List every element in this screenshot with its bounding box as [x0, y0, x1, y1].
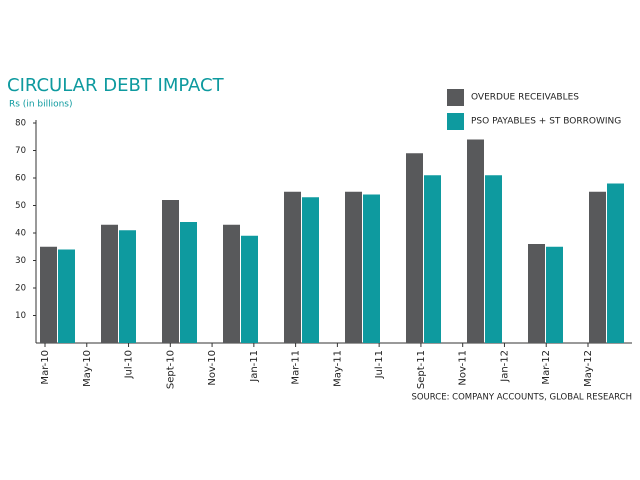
- y-tick-label: 80: [15, 119, 26, 129]
- bar: [302, 197, 319, 343]
- x-tick-label: Nov-10: [207, 350, 218, 386]
- x-tick-label: Mar-12: [541, 350, 552, 385]
- x-tick-label: Jan-12: [499, 350, 510, 383]
- y-tick-label: 30: [15, 256, 26, 266]
- x-tick-label: Jul-11: [374, 350, 385, 379]
- bar: [223, 224, 240, 343]
- y-tick-label: 60: [15, 174, 26, 184]
- x-tick-label: May-11: [332, 350, 343, 387]
- bar: [180, 222, 197, 343]
- chart-subtitle: Rs (in billions): [9, 100, 73, 110]
- y-tick-label: 20: [15, 284, 26, 294]
- x-tick-label: Jan-11: [249, 350, 260, 383]
- x-tick-label: Mar-11: [291, 350, 302, 385]
- y-tick-label: 10: [15, 311, 26, 321]
- x-tick-label: Mar-10: [40, 350, 51, 385]
- bar: [40, 246, 57, 343]
- y-tick-label: 40: [15, 229, 26, 239]
- chart-title: CIRCULAR DEBT IMPACT: [7, 75, 225, 96]
- bar: [284, 191, 301, 343]
- x-tick-label: Sept-10: [165, 350, 176, 389]
- bar: [406, 153, 423, 343]
- x-tick-label: May-10: [82, 350, 93, 387]
- bar: [589, 191, 606, 343]
- x-tick-label: Sept-11: [416, 350, 427, 389]
- bar: [546, 246, 563, 343]
- bar: [58, 249, 75, 343]
- bar: [162, 200, 179, 343]
- legend-label: PSO PAYABLES + ST BORROWING: [471, 117, 621, 127]
- legend-swatch: [447, 89, 464, 106]
- bar: [241, 235, 258, 343]
- bar: [485, 175, 502, 343]
- x-tick-label: May-12: [583, 350, 594, 387]
- bar: [363, 194, 380, 343]
- x-tick-label: Jul-10: [124, 350, 135, 379]
- bar: [119, 230, 136, 343]
- bar: [528, 244, 545, 343]
- y-tick-label: 70: [15, 146, 26, 156]
- bar: [607, 183, 624, 343]
- source-note: SOURCE: COMPANY ACCOUNTS, GLOBAL RESEARC…: [411, 393, 632, 403]
- bar: [424, 175, 441, 343]
- y-tick-label: 50: [15, 201, 26, 211]
- x-tick-label: Nov-11: [458, 350, 469, 386]
- legend-swatch: [447, 113, 464, 130]
- legend-label: OVERDUE RECEIVABLES: [471, 93, 579, 103]
- bar: [345, 191, 362, 343]
- bar: [101, 224, 118, 343]
- bar: [467, 139, 484, 343]
